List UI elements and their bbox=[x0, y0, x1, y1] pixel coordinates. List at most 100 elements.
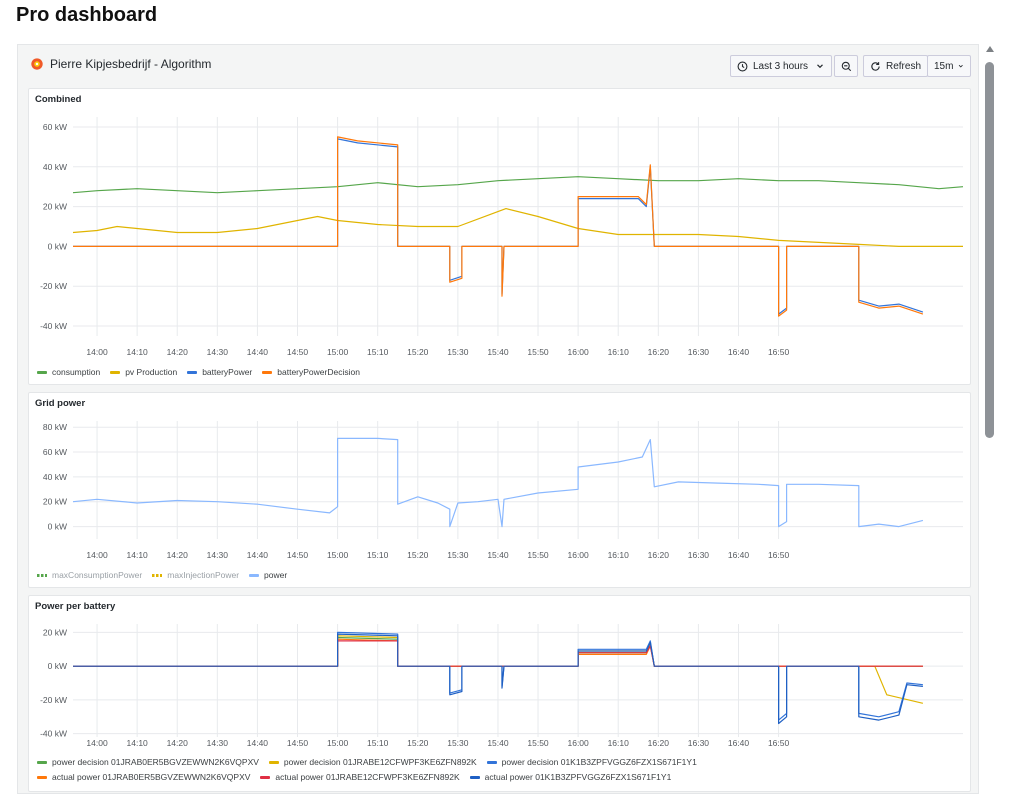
zoom-out-button[interactable] bbox=[834, 55, 858, 77]
refresh-label: Refresh bbox=[885, 60, 921, 72]
x-tick-label: 16:40 bbox=[728, 738, 750, 748]
x-tick-label: 16:10 bbox=[608, 738, 630, 748]
x-tick-label: 15:20 bbox=[407, 347, 429, 357]
dashboard-title-text: Pierre Kipjesbedrijf - Algorithm bbox=[50, 57, 212, 71]
panel-title: Power per battery bbox=[35, 601, 116, 612]
series-line-batterypowerdecision bbox=[73, 136, 924, 317]
x-tick-label: 16:50 bbox=[768, 550, 790, 560]
legend-item[interactable]: maxInjectionPower bbox=[152, 570, 239, 580]
x-tick-label: 14:30 bbox=[207, 738, 229, 748]
page-title: Pro dashboard bbox=[16, 4, 158, 26]
x-tick-label: 14:00 bbox=[86, 550, 108, 560]
dashboard-container: Pierre Kipjesbedrijf - Algorithm Last 3 … bbox=[17, 44, 979, 794]
x-tick-label: 14:10 bbox=[127, 738, 149, 748]
x-tick-label: 14:20 bbox=[167, 738, 189, 748]
legend-item[interactable]: power decision 01JRABE12CFWPF3KE6ZFN892K bbox=[268, 757, 477, 767]
zoom-out-icon bbox=[841, 61, 851, 71]
combined-chart[interactable]: 60 kW 40 kW 20 kW 0 kW -20 kW -40 kW 14:00 14:1… bbox=[29, 89, 972, 386]
legend-swatch bbox=[260, 775, 271, 779]
legend-label: power decision 01JRAB0ER5BGVZEWWN2K6VQPX… bbox=[52, 757, 259, 767]
legend-swatch bbox=[268, 760, 279, 764]
grid-power-chart[interactable]: 80 kW 60 kW 40 kW 20 kW 0 kW 14:00 14:10 14:20 1… bbox=[29, 393, 972, 589]
x-tick-label: 16:50 bbox=[768, 347, 790, 357]
x-tick-label: 14:40 bbox=[247, 550, 269, 560]
panel-grid-power: Grid power 80 kW 60 kW 40 kW 20 kW 0 kW 14:00… bbox=[28, 392, 971, 588]
y-tick-label: 0 kW bbox=[48, 241, 67, 251]
x-tick-label: 15:10 bbox=[367, 738, 389, 748]
x-tick-label: 14:50 bbox=[287, 550, 309, 560]
grafana-logo-icon bbox=[31, 58, 43, 70]
legend-item[interactable]: pv Production bbox=[110, 367, 177, 377]
legend-item[interactable]: batteryPower bbox=[187, 367, 252, 377]
legend-item[interactable]: power decision 01JRAB0ER5BGVZEWWN2K6VQPX… bbox=[37, 757, 259, 767]
legend-label: pv Production bbox=[125, 367, 178, 377]
refresh-interval-label: 15m bbox=[934, 60, 954, 72]
legend-item[interactable]: batteryPowerDecision bbox=[262, 367, 360, 377]
legend-label: power decision 01JRABE12CFWPF3KE6ZFN892K bbox=[283, 757, 477, 767]
legend-swatch bbox=[110, 370, 121, 374]
legend-item[interactable]: power decision 01K1B3ZPFVGGZ6FZX1S671F1Y… bbox=[486, 757, 697, 767]
power-per-battery-chart[interactable]: 20 kW 0 kW -20 kW -40 kW 14:00 14:10 14:20 14:3… bbox=[29, 596, 972, 793]
x-tick-label: 14:10 bbox=[127, 550, 149, 560]
x-tick-label: 15:20 bbox=[407, 738, 429, 748]
x-tick-label: 14:50 bbox=[287, 347, 309, 357]
x-tick-label: 15:50 bbox=[527, 550, 549, 560]
y-tick-label: 20 kW bbox=[43, 202, 67, 212]
legend-item[interactable]: consumption bbox=[37, 367, 100, 377]
y-tick-label: 80 kW bbox=[43, 422, 67, 432]
clock-icon bbox=[737, 61, 748, 71]
series-line-consumption bbox=[72, 176, 964, 194]
legend-item[interactable]: actual power 01JRAB0ER5BGVZEWWN2K6VQPXV bbox=[37, 772, 250, 782]
x-tick-label: 15:10 bbox=[367, 347, 389, 357]
legend-swatch bbox=[187, 370, 198, 374]
legend-item[interactable]: actual power 01K1B3ZPFVGGZ6FZX1S671F1Y1 bbox=[469, 772, 671, 782]
legend-swatch bbox=[37, 370, 47, 374]
x-tick-label: 15:30 bbox=[447, 550, 469, 560]
legend-swatch bbox=[486, 760, 497, 764]
legend-swatch bbox=[37, 573, 47, 577]
x-tick-label: 15:50 bbox=[527, 347, 549, 357]
legend-swatch bbox=[262, 370, 273, 374]
refresh-interval-picker[interactable]: 15m bbox=[927, 55, 971, 77]
x-tick-label: 14:50 bbox=[287, 738, 309, 748]
legend-label: actual power 01JRABE12CFWPF3KE6ZFN892K bbox=[275, 772, 460, 782]
scrollbar-thumb[interactable] bbox=[985, 62, 994, 438]
x-tick-label: 14:30 bbox=[207, 550, 229, 560]
x-tick-label: 16:10 bbox=[608, 347, 630, 357]
y-tick-label: 40 kW bbox=[43, 162, 67, 172]
x-tick-label: 15:30 bbox=[447, 347, 469, 357]
x-tick-label: 14:00 bbox=[86, 738, 108, 748]
legend-label: maxConsumptionPower bbox=[52, 570, 143, 580]
legend-swatch bbox=[37, 760, 47, 764]
legend-item[interactable]: maxConsumptionPower bbox=[37, 570, 142, 580]
y-tick-label: 40 kW bbox=[43, 472, 67, 482]
x-tick-label: 16:20 bbox=[648, 347, 670, 357]
y-tick-label: 20 kW bbox=[43, 627, 67, 637]
x-tick-label: 15:00 bbox=[327, 347, 349, 357]
panel-title: Grid power bbox=[35, 398, 86, 409]
x-tick-label: 15:50 bbox=[527, 738, 549, 748]
legend-swatch bbox=[152, 573, 163, 577]
legend-label: consumption bbox=[52, 367, 101, 377]
legend-swatch bbox=[469, 775, 480, 779]
y-tick-label: -20 kW bbox=[40, 695, 67, 705]
legend-item[interactable]: actual power 01JRABE12CFWPF3KE6ZFN892K bbox=[260, 772, 460, 782]
time-range-picker[interactable]: Last 3 hours bbox=[730, 55, 832, 77]
x-tick-label: 16:00 bbox=[567, 347, 589, 357]
y-tick-label: -40 kW bbox=[40, 729, 67, 739]
series-line-power bbox=[72, 437, 924, 528]
y-tick-label: -20 kW bbox=[40, 281, 67, 291]
x-tick-label: 16:50 bbox=[768, 738, 790, 748]
refresh-button[interactable]: Refresh bbox=[863, 55, 928, 77]
x-tick-label: 14:30 bbox=[207, 347, 229, 357]
scroll-up-arrow-icon[interactable] bbox=[986, 46, 994, 52]
x-tick-label: 14:10 bbox=[127, 347, 149, 357]
legend-item[interactable]: power bbox=[249, 570, 287, 580]
chevron-down-icon bbox=[959, 64, 964, 68]
x-tick-label: 16:30 bbox=[688, 550, 710, 560]
series-line-actual-power-01k1b3zpfvggz6fzx1s671f1y1 bbox=[73, 633, 923, 725]
scrollbar[interactable] bbox=[985, 46, 995, 794]
x-tick-label: 14:40 bbox=[247, 738, 269, 748]
y-tick-label: -40 kW bbox=[40, 321, 67, 331]
legend: power decision 01JRAB0ER5BGVZEWWN2K6VQPX… bbox=[37, 757, 917, 782]
